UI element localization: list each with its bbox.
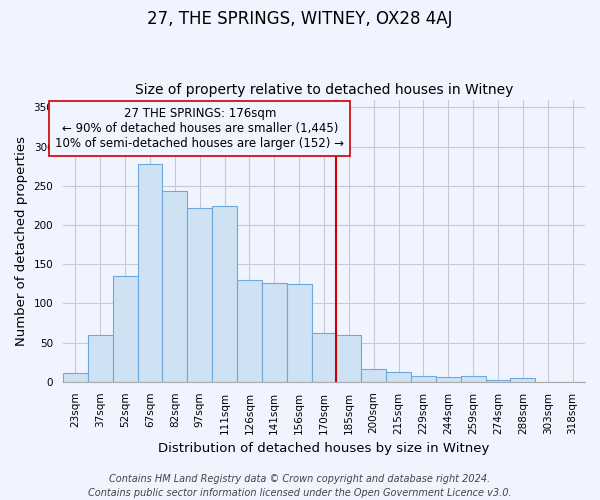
Bar (485, 380, 511, 382)
Bar (63, 373, 88, 382)
Title: Size of property relative to detached houses in Witney: Size of property relative to detached ho… (135, 83, 513, 97)
Bar (163, 192, 187, 382)
Bar (311, 333, 337, 382)
Bar (461, 376, 485, 382)
Y-axis label: Number of detached properties: Number of detached properties (15, 136, 28, 346)
Bar (511, 378, 535, 382)
Bar (262, 283, 287, 382)
Text: 27, THE SPRINGS, WITNEY, OX28 4AJ: 27, THE SPRINGS, WITNEY, OX28 4AJ (147, 10, 453, 28)
X-axis label: Distribution of detached houses by size in Witney: Distribution of detached houses by size … (158, 442, 490, 455)
Bar (187, 208, 212, 382)
Bar (212, 206, 237, 382)
Bar (287, 284, 311, 382)
Text: 27 THE SPRINGS: 176sqm
← 90% of detached houses are smaller (1,445)
10% of semi-: 27 THE SPRINGS: 176sqm ← 90% of detached… (55, 108, 344, 150)
Bar (386, 372, 411, 382)
Bar (361, 370, 386, 382)
Bar (237, 280, 262, 382)
Bar (88, 335, 113, 382)
Bar (436, 377, 461, 382)
Bar (337, 335, 361, 382)
Bar (137, 164, 163, 382)
Bar (113, 276, 137, 382)
Text: Contains HM Land Registry data © Crown copyright and database right 2024.
Contai: Contains HM Land Registry data © Crown c… (88, 474, 512, 498)
Bar (411, 376, 436, 382)
